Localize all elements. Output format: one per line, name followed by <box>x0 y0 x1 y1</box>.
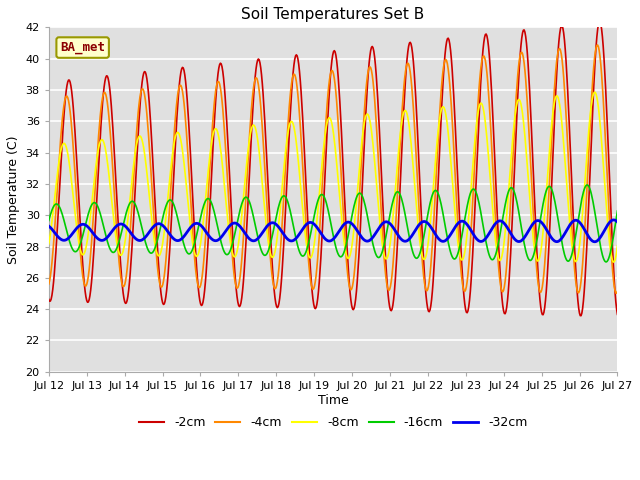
Legend: -2cm, -4cm, -8cm, -16cm, -32cm: -2cm, -4cm, -8cm, -16cm, -32cm <box>134 411 532 434</box>
Y-axis label: Soil Temperature (C): Soil Temperature (C) <box>7 135 20 264</box>
X-axis label: Time: Time <box>317 394 348 407</box>
Text: BA_met: BA_met <box>60 41 105 54</box>
Title: Soil Temperatures Set B: Soil Temperatures Set B <box>241 7 425 22</box>
